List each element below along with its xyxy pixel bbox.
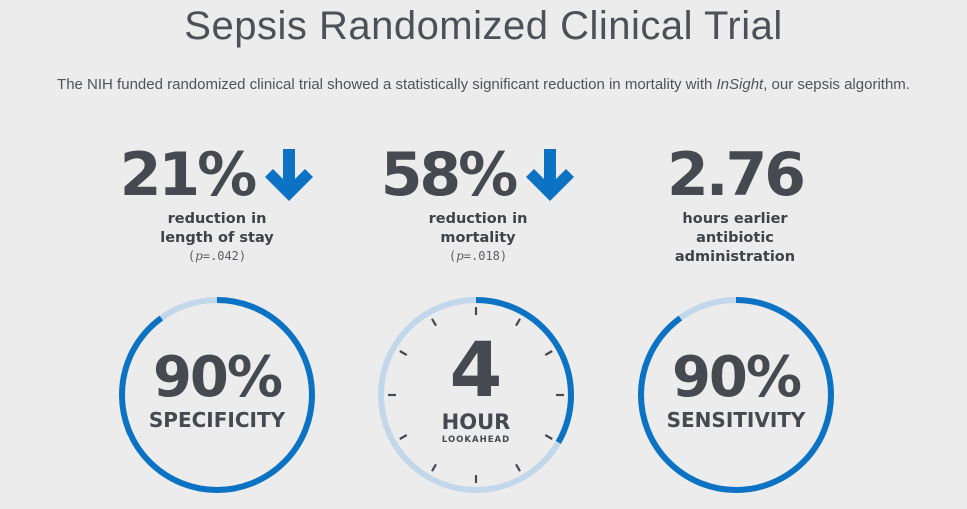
down-arrow-icon [265, 149, 314, 201]
lookahead-clock: 4 HOUR LOOKAHEAD [377, 296, 575, 494]
stat-mortality: 58% reduction in mortality (p=.018) [368, 140, 588, 263]
down-arrow-icon [526, 149, 575, 201]
p-paren: ( [448, 249, 457, 263]
ring-gauge [638, 297, 834, 493]
ring-label: SENSITIVITY [666, 408, 806, 432]
clock-tick [515, 318, 521, 327]
p-value: (p=.042) [112, 249, 322, 263]
ring-label: SPECIFICITY [148, 408, 286, 432]
stat-value: 2.76 [666, 140, 806, 210]
clock-tick [399, 350, 408, 356]
stat-antibiotic: 2.76 hours earlier antibiotic administra… [630, 140, 840, 267]
stat-description: reduction in mortality [368, 210, 588, 248]
subtitle-text: The NIH funded randomized clinical trial… [57, 76, 717, 93]
sensitivity-ring: 90% SENSITIVITY [637, 296, 835, 494]
ring-gauge [119, 297, 315, 493]
specificity-ring: 90% SPECIFICITY [118, 296, 316, 494]
stat-value: 21% [119, 140, 258, 210]
ring-value: 90% [671, 345, 802, 410]
stat-desc-line: administration [674, 249, 796, 265]
clock-ticks [388, 307, 564, 483]
product-name: InSight [716, 76, 764, 93]
p-number: =.042) [202, 249, 247, 263]
p-number: =.018) [463, 249, 508, 263]
clock-tick [515, 463, 521, 472]
clock-gauge [378, 297, 574, 493]
page-subtitle: The NIH funded randomized clinical trial… [0, 76, 967, 93]
ring-progress [638, 297, 834, 493]
p-letter: p [456, 249, 464, 263]
stat-desc-line: length of stay [160, 230, 274, 246]
clock-tick [431, 463, 437, 472]
stat-desc-line: hours earlier [682, 211, 788, 227]
p-letter: p [195, 249, 203, 263]
stat-description: hours earlier antibiotic administration [630, 210, 840, 267]
clock-tick [544, 350, 553, 356]
page-title: Sepsis Randomized Clinical Trial [184, 4, 783, 48]
ring-value: 4 [449, 325, 503, 414]
p-paren: ( [187, 249, 196, 263]
ring-label: HOUR [441, 410, 511, 434]
stat-length-of-stay: 21% reduction in length of stay (p=.042) [112, 140, 322, 263]
p-value: (p=.018) [368, 249, 588, 263]
ring-progress [378, 297, 574, 493]
stat-desc-line: reduction in [167, 211, 267, 227]
stat-description: reduction in length of stay [112, 210, 322, 248]
ring-value: 90% [152, 345, 283, 410]
clock-tick [544, 434, 553, 440]
ring-sublabel: LOOKAHEAD [441, 435, 511, 445]
clock-tick [399, 434, 408, 440]
stat-desc-line: mortality [440, 230, 516, 246]
subtitle-text-end: , our sepsis algorithm. [763, 76, 910, 93]
stat-value: 58% [380, 140, 519, 210]
ring-progress [119, 297, 315, 493]
stat-desc-line: reduction in [428, 211, 528, 227]
stat-desc-line: antibiotic [696, 230, 774, 246]
clock-tick [431, 318, 437, 327]
